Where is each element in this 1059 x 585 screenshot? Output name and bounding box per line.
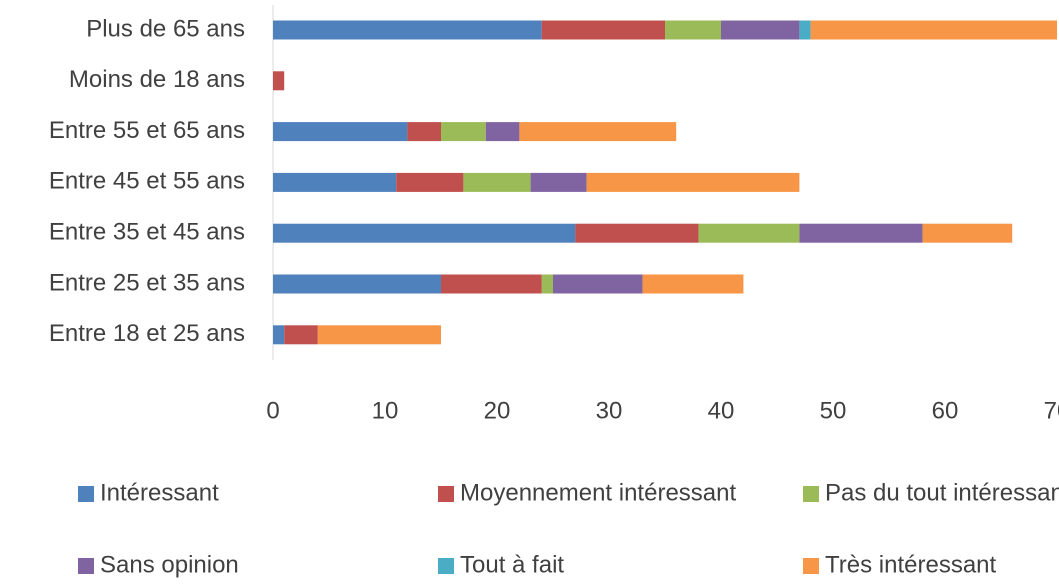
y-tick-label: Moins de 18 ans [69,66,245,93]
bar-segment [273,71,285,91]
legend-label: Très intéressant [825,551,997,578]
y-tick-label: Entre 25 et 35 ans [49,269,245,296]
x-tick-label: 20 [484,397,511,424]
x-tick-label: 40 [708,397,735,424]
bar-segment [799,20,811,40]
legend-swatch [78,558,94,574]
bar-segment [530,172,587,192]
x-tick-label: 50 [820,397,847,424]
bar-segment [273,223,576,243]
legend-label: Pas du tout intéressant [825,479,1059,506]
bar-segment [317,325,441,345]
bar-segment [519,122,677,142]
bar-segment [463,172,531,192]
legend-swatch [438,486,454,502]
y-tick-label: Entre 18 et 25 ans [49,320,245,347]
y-tick-label: Entre 55 et 65 ans [49,117,245,144]
bar-segment [441,274,542,294]
bar-segment [441,122,486,142]
bar-segment [575,223,699,243]
bar-segment [273,20,542,40]
x-tick-label: 60 [932,397,959,424]
bar-segment [541,20,665,40]
bar-segment [721,20,800,40]
legend-label: Intéressant [100,479,219,506]
bar-segment [553,274,643,294]
legend-swatch [438,558,454,574]
legend-swatch [78,486,94,502]
x-tick-label: 0 [266,397,279,424]
x-tick-label: 70 [1044,397,1059,424]
legend-swatch [803,486,819,502]
bar-segment [407,122,441,142]
y-tick-label: Plus de 65 ans [86,15,245,42]
bar-segment [273,325,285,345]
bar-segment [665,20,721,40]
bar-segment [273,274,441,294]
y-tick-label: Entre 45 et 55 ans [49,168,245,195]
bar-segment [922,223,1013,243]
bar-segment [810,20,1057,40]
legend-label: Tout à fait [460,551,564,578]
y-tick-label: Entre 35 et 45 ans [49,219,245,246]
bar-segment [284,325,318,345]
x-tick-label: 30 [596,397,623,424]
legend-label: Sans opinion [100,551,239,578]
bar-segment [396,172,464,192]
bar-segment [273,122,408,142]
bar-segment [698,223,800,243]
bar-segment [799,223,923,243]
bar-segment [541,274,553,294]
bar-segment [642,274,744,294]
x-tick-label: 10 [372,397,399,424]
bar-segment [586,172,800,192]
legend-label: Moyennement intéressant [460,479,736,506]
bar-segment [485,122,520,142]
legend-swatch [803,558,819,574]
bar-segment [273,172,397,192]
